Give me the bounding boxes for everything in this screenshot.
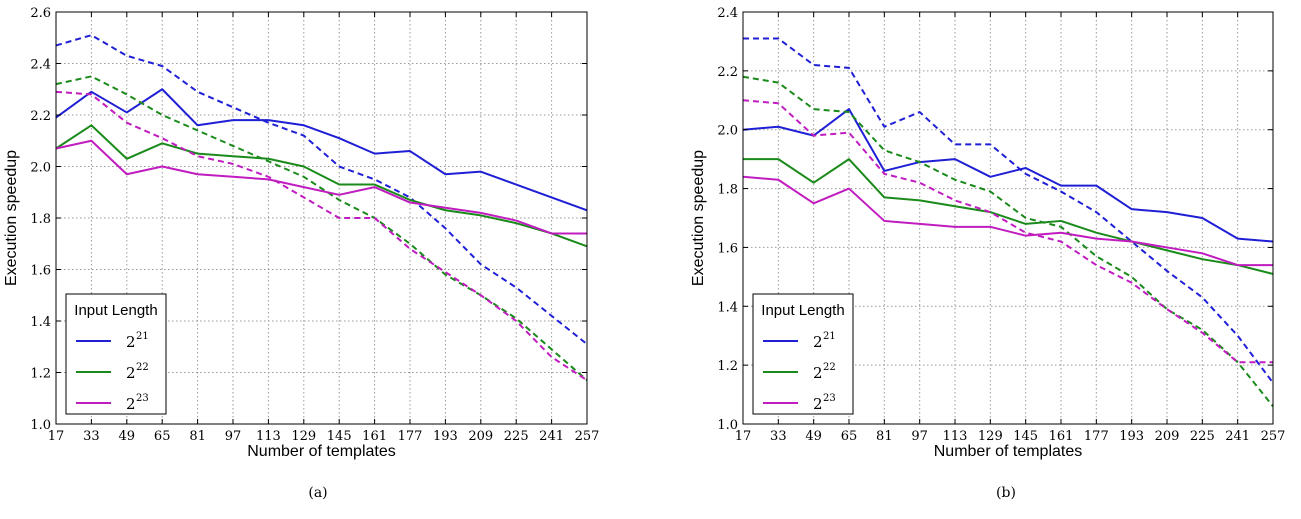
x-tick-label: 113	[256, 429, 281, 444]
x-tick-label: 129	[978, 429, 1003, 444]
plot-frame	[742, 11, 1274, 425]
y-tick-label: 1.4	[717, 300, 738, 315]
panel-caption: (a)	[308, 485, 327, 501]
x-tick-label: 65	[841, 429, 858, 444]
y-tick-label: 1.0	[717, 418, 738, 433]
x-tick-label: 81	[189, 429, 206, 444]
series-line-dashed-3	[55, 75, 588, 381]
legend-label: 2	[126, 364, 136, 382]
y-axis-title: Execution speedup	[3, 150, 20, 286]
x-tick-label: 17	[735, 429, 752, 444]
series-line-solid-4	[742, 175, 1273, 267]
x-tick-label: 257	[1261, 429, 1286, 444]
y-tick-label: 1.6	[30, 264, 51, 279]
x-axis-title: Number of templates	[934, 443, 1083, 460]
x-tick-label: 209	[1155, 429, 1180, 444]
x-tick-label: 129	[291, 429, 316, 444]
y-tick-label: 1.4	[30, 315, 51, 330]
x-tick-label: 49	[805, 429, 822, 444]
legend-label: 2	[813, 333, 823, 351]
x-tick-label: 225	[1190, 429, 1215, 444]
x-axis-title: Number of templates	[247, 443, 396, 460]
x-tick-label: 145	[327, 429, 352, 444]
x-tick-label: 209	[468, 429, 493, 444]
y-tick-label: 1.2	[717, 359, 738, 374]
y-tick-label: 2.0	[717, 124, 738, 139]
y-tick-label: 2.4	[30, 58, 51, 73]
series-line-solid-4	[55, 139, 587, 235]
x-tick-label: 177	[1084, 429, 1109, 444]
series-line-solid-0	[55, 88, 588, 212]
y-tick-label: 1.2	[30, 367, 51, 382]
x-tick-label: 33	[770, 429, 787, 444]
y-tick-label: 1.8	[717, 183, 738, 198]
y-tick-label: 2.2	[30, 109, 51, 124]
series-line-solid-2	[55, 124, 588, 248]
series-line-solid-2	[743, 158, 1274, 275]
x-tick-label: 241	[1225, 429, 1250, 444]
x-tick-label: 33	[83, 429, 100, 444]
legend-box	[752, 293, 854, 415]
legend-label-exponent: 21	[823, 331, 836, 342]
y-tick-label: 1.6	[717, 241, 738, 256]
x-tick-label: 65	[154, 429, 171, 444]
panel-caption: (b)	[996, 485, 1016, 501]
x-tick-label: 241	[539, 429, 564, 444]
legend-title: Input Length	[74, 302, 157, 319]
y-tick-label: 1.8	[30, 212, 51, 227]
chart-panel-b: 17 33 49 65 81 97 113 129 145 161 177 193 209 225 241 2…	[690, 6, 1285, 501]
legend-title: Input Length	[761, 302, 844, 319]
series-line-dashed-5	[742, 99, 1273, 364]
x-tick-label: 97	[225, 429, 242, 444]
x-tick-label: 257	[575, 429, 600, 444]
y-tick-label: 2.6	[30, 6, 51, 21]
x-tick-label: 49	[119, 429, 136, 444]
legend-label: 2	[813, 395, 823, 413]
chart-panel-a: 17 33 49 65 81 97 113 129 145 161 177 193 209 225 241 2…	[3, 6, 599, 501]
x-tick-label: 145	[1013, 429, 1038, 444]
y-axis-title: Execution speedup	[690, 150, 707, 286]
x-tick-label: 97	[911, 429, 928, 444]
x-tick-label: 225	[504, 429, 529, 444]
y-tick-label: 2.0	[30, 161, 51, 176]
x-tick-label: 193	[433, 429, 458, 444]
series-line-solid-0	[742, 108, 1274, 243]
y-tick-label: 1.0	[30, 418, 51, 433]
legend-label-exponent: 22	[136, 362, 149, 373]
x-tick-label: 193	[1119, 429, 1144, 444]
legend-label-exponent: 23	[136, 393, 149, 404]
y-tick-label: 2.2	[717, 65, 738, 80]
legend-label: 2	[126, 395, 136, 413]
x-tick-label: 161	[1049, 429, 1074, 444]
legend-label-exponent: 21	[136, 331, 149, 342]
x-tick-label: 161	[362, 429, 387, 444]
series-line-dashed-3	[742, 75, 1274, 407]
y-tick-label: 2.4	[717, 6, 738, 21]
x-tick-label: 113	[943, 429, 968, 444]
series-line-dashed-1	[743, 37, 1274, 384]
legend-label-exponent: 23	[823, 393, 836, 404]
legend-label: 2	[126, 333, 136, 351]
legend-label: 2	[813, 364, 823, 382]
legend-label-exponent: 22	[823, 362, 836, 373]
x-tick-label: 17	[48, 429, 65, 444]
x-tick-label: 81	[876, 429, 893, 444]
legend-box	[65, 293, 167, 415]
series-line-dashed-5	[55, 90, 588, 382]
x-tick-label: 177	[398, 429, 423, 444]
